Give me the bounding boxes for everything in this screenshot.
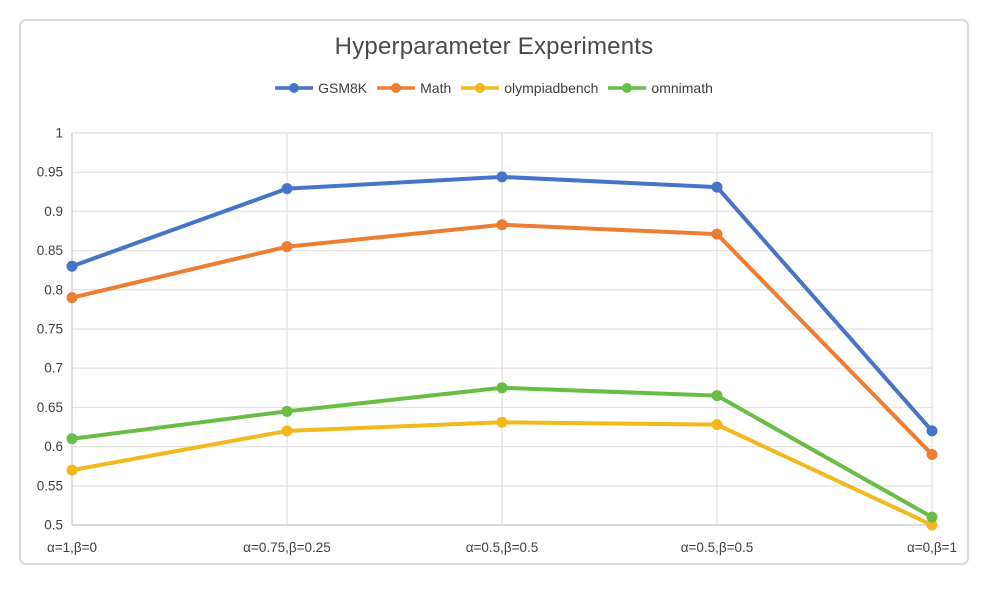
data-point-GSM8K-1[interactable]	[281, 183, 293, 195]
x-axis-tick-label: α=0.75,β=0.25	[243, 540, 331, 555]
x-axis-tick-label: α=0.5,β=0.5	[466, 540, 539, 555]
y-axis-tick-label: 0.75	[37, 322, 63, 337]
chart-title: Hyperparameter Experiments	[334, 33, 654, 60]
chart-frame[interactable]: Hyperparameter Experiments GSM8K Math olym…	[19, 19, 969, 565]
data-point-olympiadbench-4[interactable]	[926, 519, 938, 531]
data-point-Math-4[interactable]	[926, 448, 938, 460]
data-point-Math-1[interactable]	[281, 241, 293, 253]
data-point-olympiadbench-3[interactable]	[711, 419, 723, 431]
data-point-GSM8K-4[interactable]	[926, 425, 938, 437]
y-axis-tick-label: 0.8	[44, 282, 63, 297]
y-axis-tick-label: 0.85	[37, 243, 63, 258]
data-point-omnimath-2[interactable]	[496, 382, 508, 394]
data-point-GSM8K-2[interactable]	[496, 171, 508, 183]
data-point-Math-0[interactable]	[66, 292, 78, 304]
x-axis-tick-label: α=0,β=1	[907, 540, 957, 555]
legend-item-omnimath[interactable]: omnimath	[608, 80, 713, 96]
y-axis-tick-label: 0.5	[44, 518, 63, 533]
legend-marker-icon	[377, 83, 416, 93]
x-axis-tick-label: α=1,β=0	[47, 540, 97, 555]
chart-legend: GSM8K Math olympiadbench omnimath	[21, 80, 967, 96]
data-point-olympiadbench-2[interactable]	[496, 416, 508, 428]
data-point-omnimath-3[interactable]	[711, 390, 723, 402]
data-point-Math-3[interactable]	[711, 228, 723, 240]
legend-label: omnimath	[651, 80, 713, 96]
x-axis-tick-label: α=0.5,β=0.5	[681, 540, 754, 555]
legend-item-GSM8K[interactable]: GSM8K	[275, 80, 367, 96]
data-point-omnimath-1[interactable]	[281, 405, 293, 417]
data-point-olympiadbench-1[interactable]	[281, 425, 293, 437]
y-axis-tick-label: 1	[55, 126, 63, 141]
y-axis-tick-label: 0.9	[44, 204, 63, 219]
y-axis-tick-label: 0.65	[37, 400, 63, 415]
legend-marker-icon	[275, 83, 314, 93]
y-axis-tick-label: 0.95	[37, 165, 63, 180]
data-point-olympiadbench-0[interactable]	[66, 464, 78, 476]
legend-item-Math[interactable]: Math	[377, 80, 451, 96]
legend-marker-icon	[608, 83, 647, 93]
legend-label: GSM8K	[318, 80, 368, 96]
y-axis-tick-label: 0.55	[37, 478, 63, 493]
data-point-omnimath-0[interactable]	[66, 433, 78, 445]
legend-item-olympiadbench[interactable]: olympiadbench	[461, 80, 598, 96]
data-point-Math-2[interactable]	[496, 219, 508, 231]
y-axis-tick-label: 0.7	[44, 361, 63, 376]
legend-label: olympiadbench	[504, 80, 599, 96]
data-point-omnimath-4[interactable]	[926, 511, 938, 523]
legend-label: Math	[420, 80, 452, 96]
y-axis-tick-label: 0.6	[44, 439, 63, 454]
data-point-GSM8K-0[interactable]	[66, 260, 78, 272]
data-point-GSM8K-3[interactable]	[711, 181, 723, 193]
legend-marker-icon	[461, 83, 500, 93]
plot-svg: 1 0.95 0.9 0.85 0.8 0.75 0.7 0.65 0.6 0.55 0.5 α=1,…	[37, 126, 957, 556]
